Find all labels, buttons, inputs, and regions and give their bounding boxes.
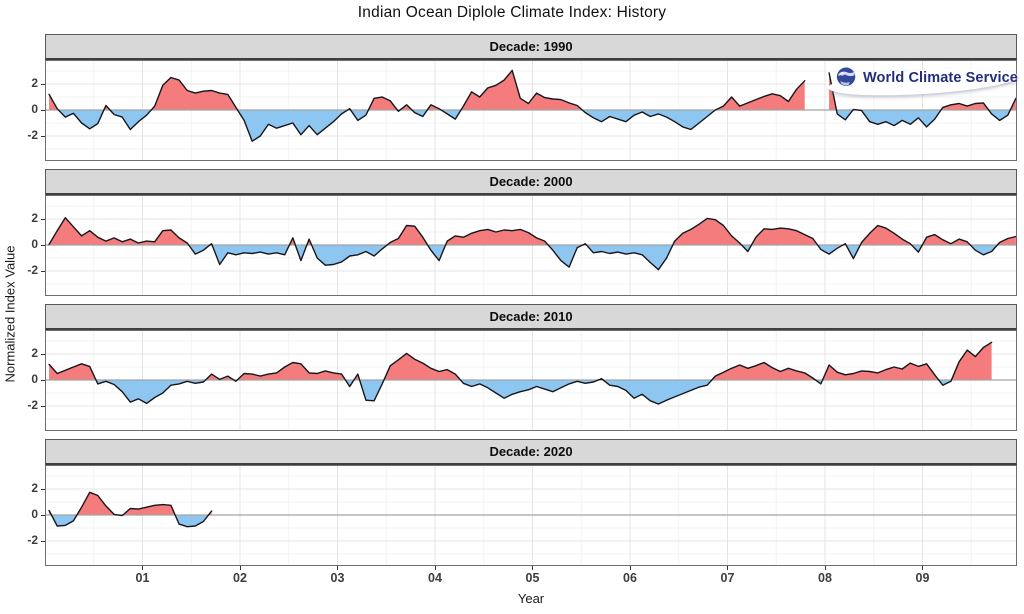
x-tick-mark <box>434 566 436 570</box>
x-tick-mark <box>727 566 728 570</box>
y-tick-mark <box>41 271 45 272</box>
facet-panel-2020 <box>45 465 1017 566</box>
y-tick-label: 0 <box>31 372 38 386</box>
strip-label: Decade: 1990 <box>489 39 573 54</box>
x-tick-mark <box>922 566 923 570</box>
logo-text: World Climate Service <box>863 69 1018 86</box>
strip-label: Decade: 2020 <box>489 444 573 459</box>
x-axis-title: Year <box>517 591 545 606</box>
y-tick-label: -2 <box>27 128 38 142</box>
x-tick-label: 02 <box>233 571 247 585</box>
y-tick-mark <box>41 489 45 490</box>
strip-label: Decade: 2000 <box>489 174 573 189</box>
facet-strip-1990: Decade: 1990 <box>45 34 1017 60</box>
x-tick-mark <box>142 566 143 570</box>
y-tick-mark <box>41 515 45 516</box>
x-tick-mark <box>337 566 338 570</box>
y-tick-label: 2 <box>31 346 38 360</box>
x-tick-label: 01 <box>135 571 150 585</box>
y-tick-label: 2 <box>31 211 38 225</box>
chart-title: Indian Ocean Diplole Climate Index: Hist… <box>357 4 667 21</box>
facet-strip-2020: Decade: 2020 <box>45 439 1017 465</box>
facet-strip-2010: Decade: 2010 <box>45 304 1017 330</box>
y-tick-label: -2 <box>27 263 38 277</box>
facet-panel-2010 <box>45 330 1017 431</box>
y-tick-label: -2 <box>27 398 38 412</box>
x-tick-mark <box>532 566 533 570</box>
globe-icon <box>834 67 856 88</box>
x-tick-mark <box>239 566 241 570</box>
x-tick-mark <box>629 566 631 570</box>
facet-strip-2000: Decade: 2000 <box>45 169 1017 195</box>
facet-panel-2000 <box>45 195 1017 296</box>
y-tick-label: -2 <box>27 533 38 547</box>
y-tick-mark <box>41 354 45 355</box>
y-tick-label: 2 <box>31 76 38 90</box>
wcs-logo: World Climate Service <box>812 61 1020 101</box>
y-tick-label: 0 <box>31 102 38 116</box>
x-tick-mark <box>824 566 826 570</box>
y-tick-mark <box>41 84 45 85</box>
y-tick-label: 2 <box>31 481 38 495</box>
x-tick-label: 05 <box>525 571 540 585</box>
x-tick-label: 04 <box>428 571 442 585</box>
strip-label: Decade: 2010 <box>489 309 573 324</box>
y-tick-mark <box>41 219 45 220</box>
y-tick-label: 0 <box>31 237 38 251</box>
y-tick-mark <box>41 136 45 137</box>
x-tick-label: 09 <box>915 571 930 585</box>
y-tick-mark <box>41 110 45 111</box>
y-tick-mark <box>41 541 45 542</box>
y-tick-mark <box>41 406 45 407</box>
y-tick-label: 0 <box>31 507 38 521</box>
y-tick-mark <box>41 245 45 246</box>
y-tick-mark <box>41 380 45 381</box>
x-tick-label: 03 <box>330 571 345 585</box>
x-tick-label: 07 <box>720 571 735 585</box>
x-tick-label: 06 <box>623 571 637 585</box>
x-tick-label: 08 <box>818 571 832 585</box>
